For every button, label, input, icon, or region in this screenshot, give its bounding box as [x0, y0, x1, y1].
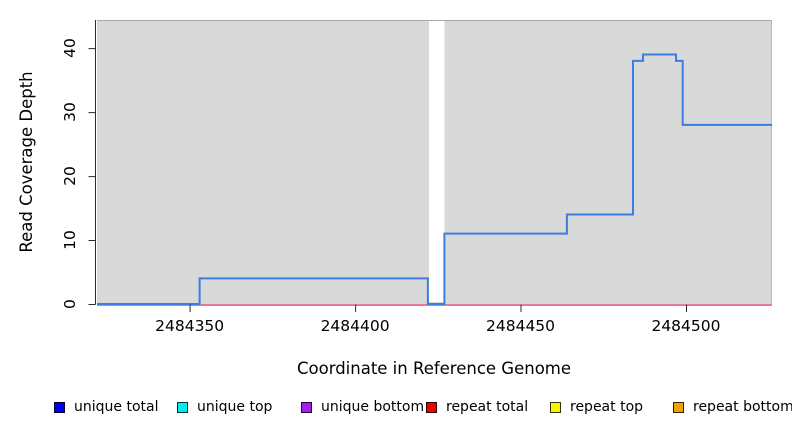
- legend: unique total unique top unique bottom repea…: [0, 398, 792, 418]
- y-tick-label: 30: [61, 102, 79, 122]
- no-data-gap: [428, 21, 445, 302]
- legend-label-repeat-top: repeat top: [570, 399, 644, 415]
- legend-item-unique-bottom: unique bottom: [301, 398, 424, 416]
- y-axis-title: Read Coverage Depth: [17, 71, 36, 253]
- legend-label-unique-bottom: unique bottom: [321, 399, 425, 415]
- legend-swatch-unique-top: [177, 401, 188, 413]
- legend-label-repeat-total: repeat total: [446, 399, 529, 415]
- x-axis-title: Coordinate in Reference Genome: [296, 359, 572, 378]
- y-tick-label: 0: [61, 299, 79, 309]
- legend-swatch-unique-bottom: [301, 401, 312, 413]
- legend-item-repeat-total: repeat total: [426, 398, 528, 416]
- legend-swatch-repeat-bottom: [673, 401, 684, 413]
- legend-item-unique-top: unique top: [177, 398, 272, 416]
- legend-swatch-repeat-total: [426, 401, 437, 413]
- y-tick-label: 10: [61, 230, 79, 250]
- legend-item-unique-total: unique total: [54, 398, 158, 416]
- legend-label-unique-top: unique top: [197, 399, 273, 415]
- x-tick-label: 2484500: [651, 317, 721, 335]
- legend-item-repeat-top: repeat top: [550, 398, 643, 416]
- legend-swatch-unique-total: [54, 401, 65, 413]
- series-unique-total: [97, 53, 772, 305]
- x-tick-label: 2484450: [486, 317, 556, 335]
- legend-label-repeat-bottom: repeat bottom: [693, 399, 792, 415]
- legend-item-repeat-bottom: repeat bottom: [673, 398, 792, 416]
- x-tick-label: 2484350: [155, 317, 225, 335]
- y-tick-label: 40: [61, 38, 79, 59]
- y-tick-label: 20: [61, 166, 79, 186]
- x-tick-label: 2484400: [320, 317, 390, 335]
- legend-swatch-repeat-top: [550, 401, 561, 413]
- legend-label-unique-total: unique total: [74, 399, 159, 415]
